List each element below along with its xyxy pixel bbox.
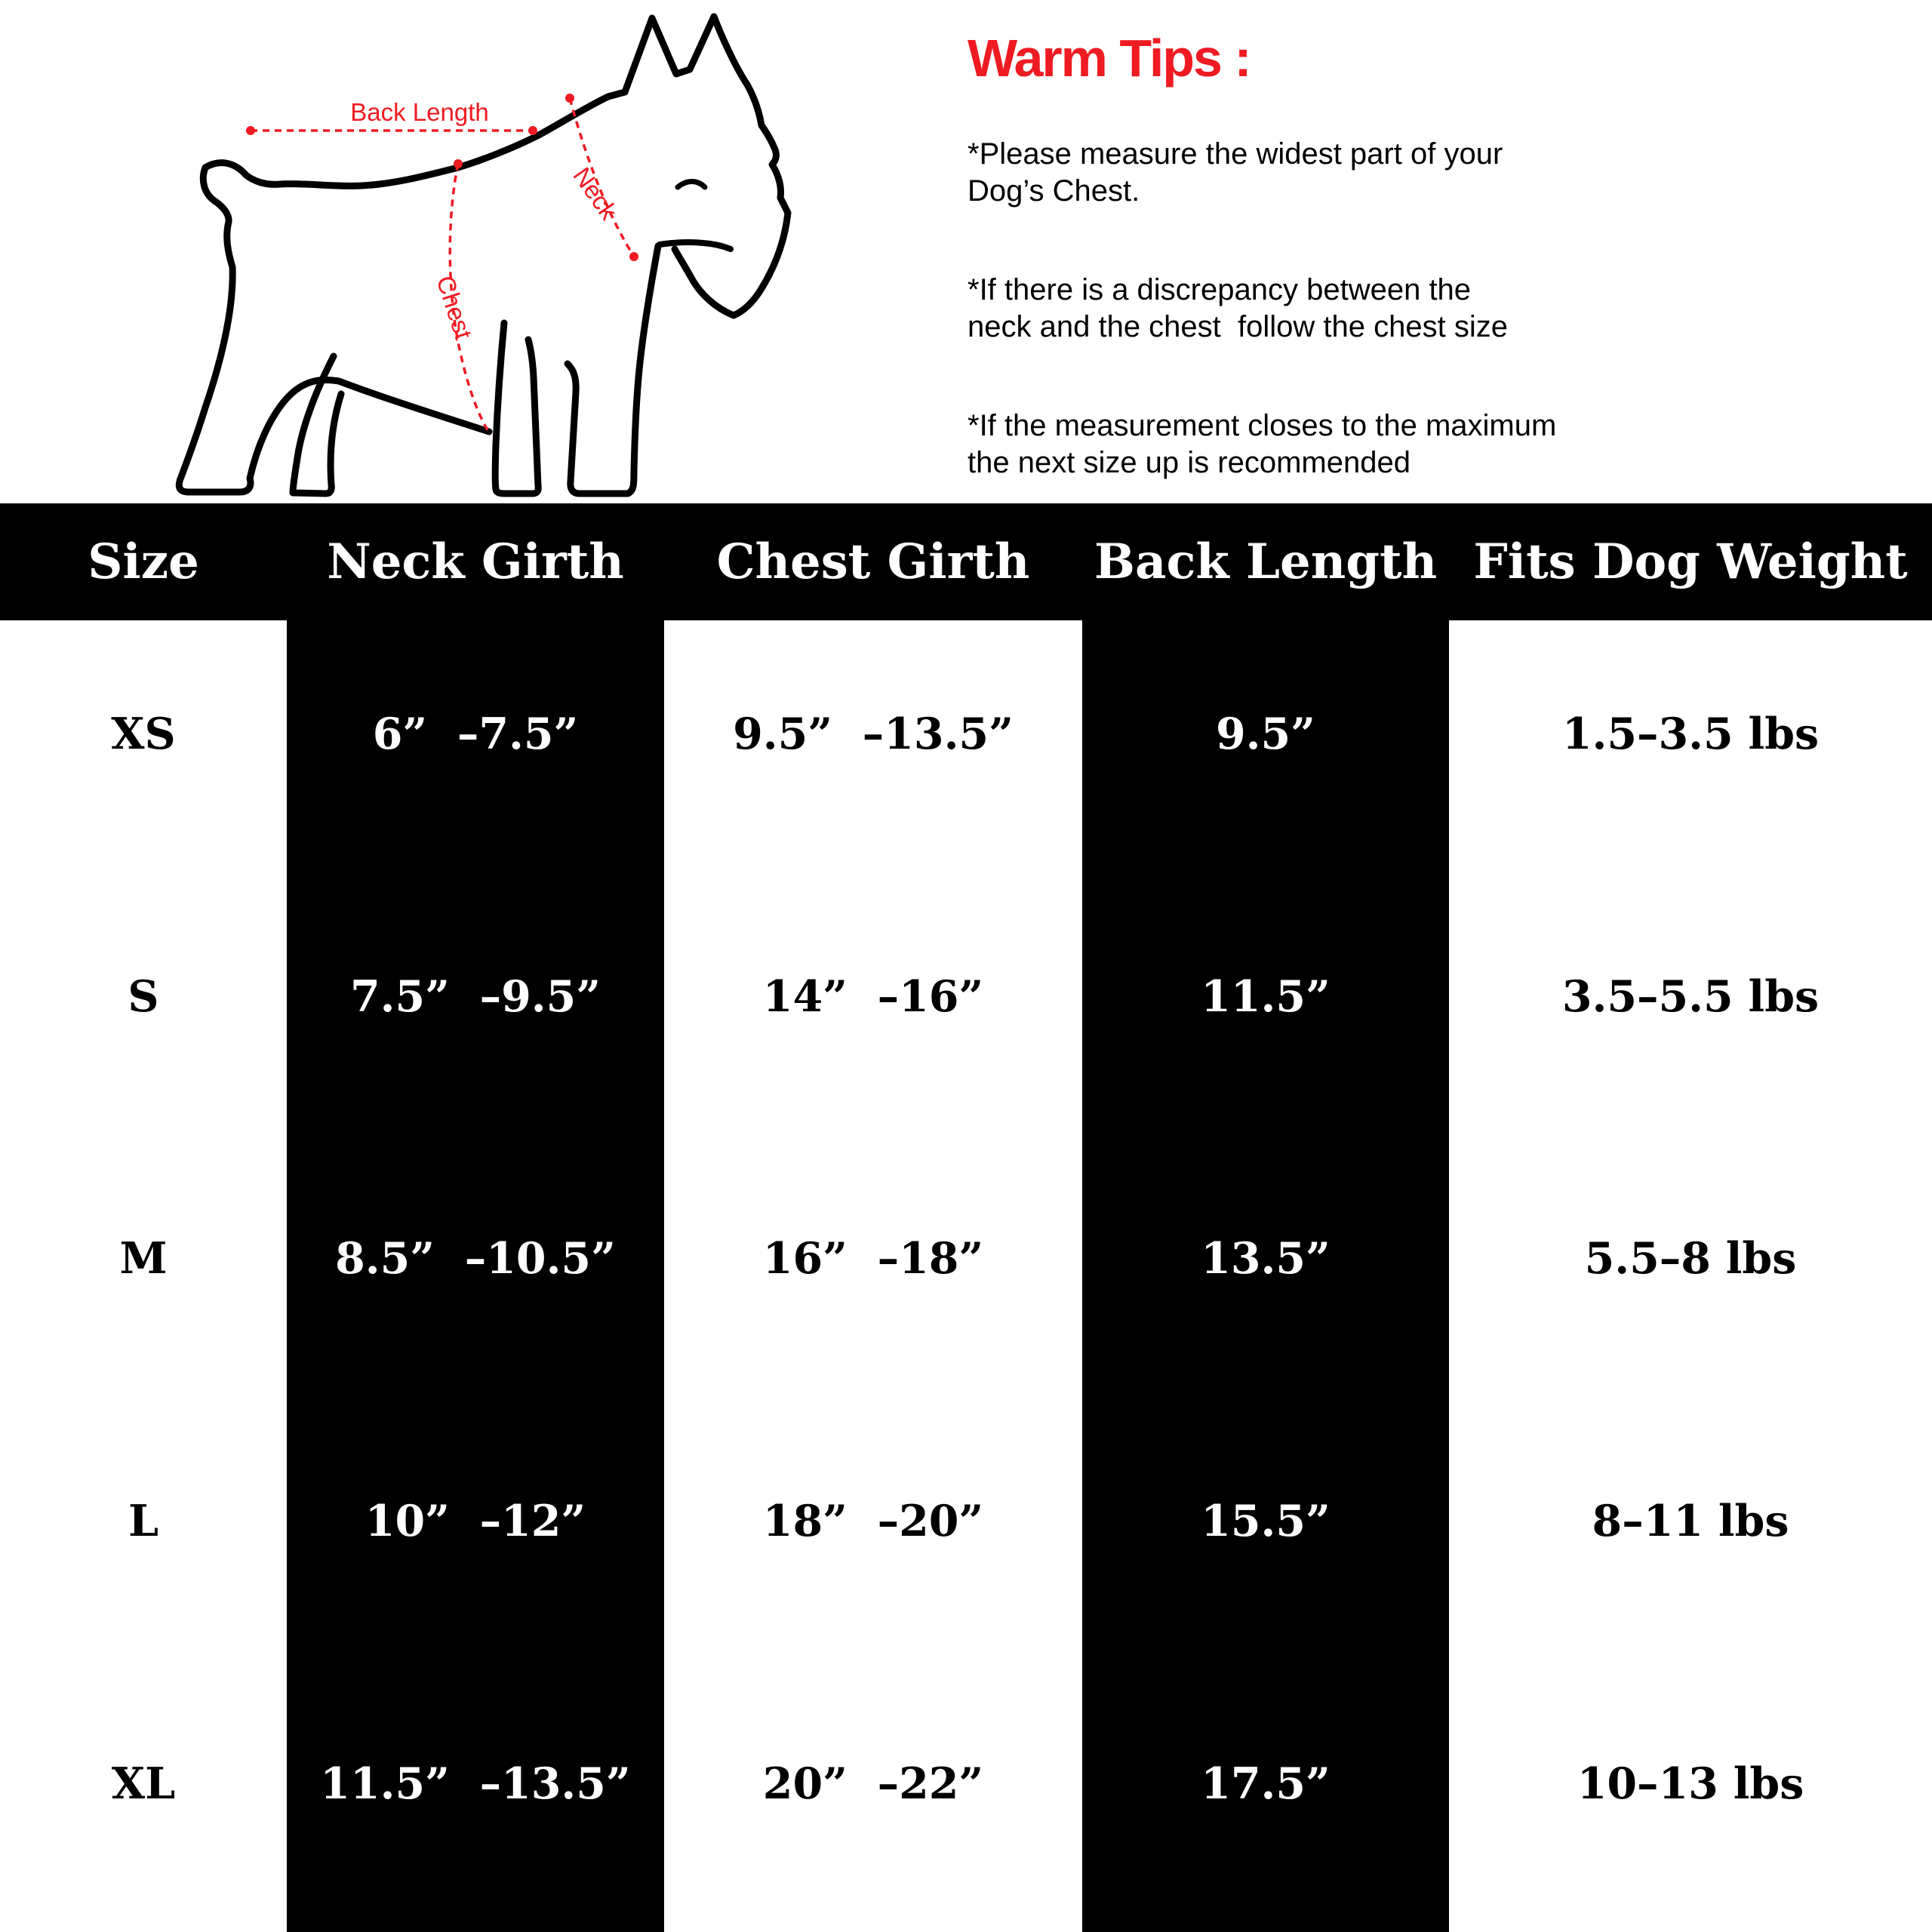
size-table-header-row: Size Neck Girth Chest Girth Back Length …: [0, 503, 1932, 620]
weight-cell: 1.5–3.5 lbs: [1561, 709, 1820, 760]
back-length-cell: 9.5”: [1216, 709, 1315, 760]
dog-far-rear-leg: [289, 352, 345, 497]
back-length-cell: 13.5”: [1201, 1233, 1331, 1284]
measurement-endpoint-dot: [565, 94, 574, 103]
measurement-endpoint-dot: [528, 126, 537, 135]
chest-label: Chest: [431, 272, 478, 343]
size-cell: M: [119, 1233, 168, 1284]
weight-cell: 10–13 lbs: [1577, 1758, 1804, 1809]
tip-line: *If there is a discrepancy between the: [968, 273, 1472, 306]
dog-body-outline: [202, 13, 792, 319]
neck-girth-cell: 7.5” –9.5”: [349, 971, 601, 1022]
chest-girth-cell: 14” –16”: [762, 971, 984, 1022]
measurement-endpoint-dot: [629, 252, 638, 261]
chest-girth-column: 9.5” –13.5” 14” –16” 16” –18” 18” –20” 2…: [664, 620, 1082, 1932]
size-cell: S: [128, 971, 159, 1022]
back-length-cell: 15.5”: [1201, 1496, 1331, 1547]
chest-measure-line: [448, 163, 492, 435]
dog-far-front-leg: [491, 319, 542, 497]
weight-cell: 8–11 lbs: [1592, 1496, 1789, 1547]
column-header-chest-girth: Chest Girth: [716, 534, 1030, 590]
warm-tips-title: Warm Tips :: [968, 29, 1252, 88]
neck-girth-cell: 10” –12”: [365, 1496, 586, 1547]
size-cell: XS: [111, 709, 176, 760]
tip-line: *If the measurement closes to the maximu…: [968, 409, 1557, 442]
dog-measurement-diagram: Back Length Neck Chest: [175, 13, 792, 497]
column-header-size: Size: [88, 534, 199, 590]
dog-jaw-line: [657, 238, 734, 252]
neck-girth-cell: 8.5” –10.5”: [335, 1233, 616, 1284]
size-table: Size Neck Girth Chest Girth Back Length …: [0, 503, 1932, 1932]
tip-line: the next size up is recommended: [968, 446, 1411, 479]
back-length-column: 9.5” 11.5” 13.5” 15.5” 17.5”: [1082, 620, 1449, 1932]
tip-measure-chest: *Please measure the widest part of your …: [968, 136, 1903, 210]
size-column: XS S M L XL: [0, 620, 287, 1932]
weight-cell: 3.5–5.5 lbs: [1561, 971, 1820, 1022]
back-length-label: Back Length: [350, 98, 488, 126]
chest-girth-cell: 16” –18”: [762, 1233, 984, 1284]
tip-line: *Please measure the widest part of your: [968, 137, 1503, 171]
neck-label: Neck: [568, 162, 623, 225]
tip-size-up: *If the measurement closes to the maximu…: [968, 408, 1903, 481]
dog-front-leg-outline: [564, 242, 662, 497]
back-length-cell: 11.5”: [1201, 971, 1331, 1022]
dog-rear-leg-outline: [175, 164, 493, 496]
column-header-weight: Fits Dog Weight: [1473, 534, 1908, 590]
warm-tips-section: Warm Tips : *Please measure the widest p…: [968, 30, 1903, 543]
neck-girth-cell: 11.5” –13.5”: [320, 1758, 631, 1809]
tip-line: neck and the chest follow the chest size: [968, 310, 1508, 343]
size-table-body: XS S M L XL 6” –7.5” 7.5” –9.5” 8.5” –10…: [0, 620, 1932, 1932]
size-cell: L: [128, 1496, 159, 1547]
neck-girth-column: 6” –7.5” 7.5” –9.5” 8.5” –10.5” 10” –12”…: [287, 620, 664, 1932]
size-cell: XL: [111, 1758, 176, 1809]
neck-measure-line: [568, 97, 635, 257]
column-header-back-length: Back Length: [1094, 534, 1438, 590]
weight-cell: 5.5–8 lbs: [1584, 1233, 1797, 1284]
measurement-endpoint-dot: [454, 159, 463, 168]
chest-girth-cell: 20” –22”: [762, 1758, 984, 1809]
dog-eyebrow-line: [675, 179, 708, 190]
measurement-endpoint-dot: [246, 126, 255, 135]
tip-line: Dog’s Chest.: [968, 174, 1140, 208]
neck-girth-cell: 6” –7.5”: [372, 709, 579, 760]
chest-girth-cell: 9.5” –13.5”: [733, 709, 1014, 760]
weight-column: 1.5–3.5 lbs 3.5–5.5 lbs 5.5–8 lbs 8–11 l…: [1449, 620, 1932, 1932]
back-length-cell: 17.5”: [1201, 1758, 1331, 1809]
chest-girth-cell: 18” –20”: [762, 1496, 984, 1547]
tip-discrepancy: *If there is a discrepancy between the n…: [968, 272, 1903, 346]
column-header-neck-girth: Neck Girth: [327, 534, 624, 590]
